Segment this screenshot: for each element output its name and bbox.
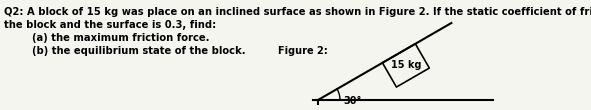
Text: 30°: 30°: [343, 96, 361, 106]
Text: Figure 2:: Figure 2:: [278, 46, 328, 56]
Text: 15 kg: 15 kg: [391, 60, 421, 70]
Text: the block and the surface is 0.3, find:: the block and the surface is 0.3, find:: [4, 20, 216, 30]
Text: (a) the maximum friction force.: (a) the maximum friction force.: [4, 33, 209, 43]
Text: Q2: A block of 15 kg was place on an inclined surface as shown in Figure 2. If t: Q2: A block of 15 kg was place on an inc…: [4, 7, 591, 17]
Text: (b) the equilibrium state of the block.: (b) the equilibrium state of the block.: [4, 46, 246, 56]
